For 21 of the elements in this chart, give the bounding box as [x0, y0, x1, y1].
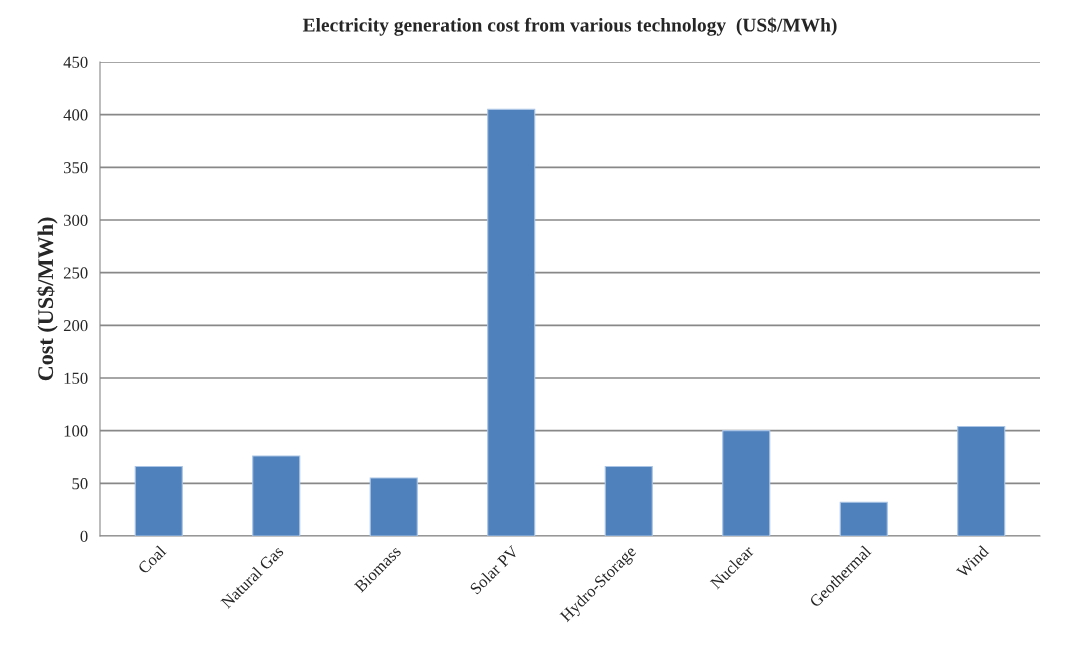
- bar: [604, 465, 653, 536]
- bar: [134, 465, 183, 536]
- bar: [252, 455, 301, 536]
- y-tick-label: 450: [63, 56, 88, 68]
- y-tick-label: 100: [64, 425, 88, 437]
- bar: [839, 501, 888, 536]
- chart-title: Electricity generation cost from various technology (US$/MWh): [302, 17, 837, 36]
- bar: [487, 108, 536, 536]
- y-tick-label: 0: [80, 530, 88, 542]
- y-tick-label: 250: [63, 267, 88, 279]
- y-tick-label: 50: [72, 478, 88, 490]
- bar: [369, 477, 418, 536]
- bar: [957, 425, 1006, 536]
- y-axis-title: Cost (US$/MWh): [36, 217, 58, 381]
- y-tick-label: 300: [63, 214, 88, 226]
- y-tick-label: 200: [63, 320, 88, 332]
- y-tick-label: 350: [63, 162, 88, 174]
- x-tick-label: Coal: [136, 544, 167, 575]
- bar: [722, 430, 771, 536]
- y-tick-label: 150: [64, 372, 88, 384]
- y-tick-label: 400: [63, 109, 88, 121]
